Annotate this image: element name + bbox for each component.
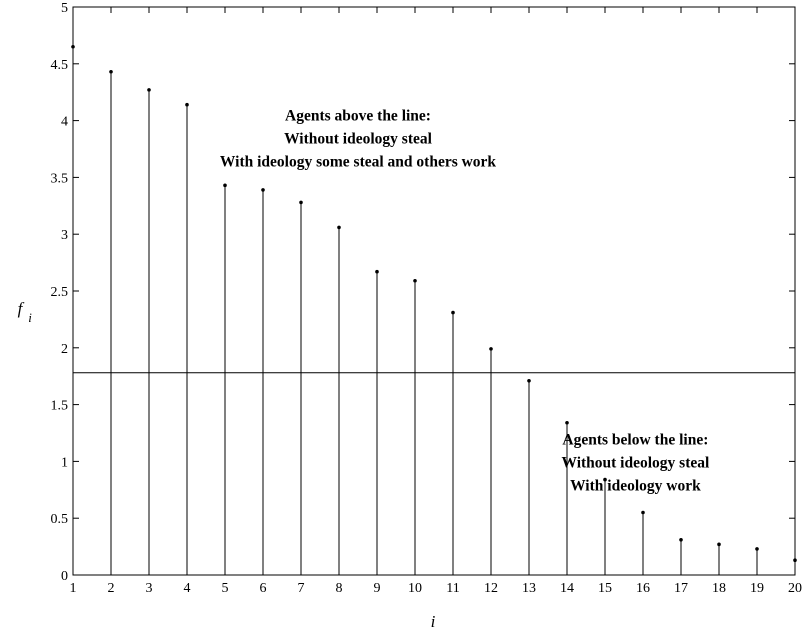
stem-marker [451,310,455,315]
stem-marker [299,200,303,205]
annotation-line: Without ideology steal [284,131,433,148]
x-tick-label: 12 [484,581,498,596]
y-tick-label: 1.5 [51,399,69,414]
x-tick-label: 10 [408,581,422,596]
y-tick-label: 2.5 [51,285,69,300]
x-axis-label: i [431,612,436,631]
annotation-line: Agents above the line: [285,108,431,125]
stem-marker [375,269,379,274]
annotation-line: With ideology work [570,477,701,494]
stem-marker [793,558,797,563]
stem-marker [185,102,189,107]
stem-marker [261,188,265,192]
x-tick-label: 9 [374,581,381,596]
y-tick-label: 1 [61,455,68,470]
x-tick-label: 18 [712,581,726,596]
annotation-line: Agents below the line: [562,431,708,448]
y-tick-label: 4.5 [51,58,69,73]
y-tick-label: 5 [61,1,68,16]
stem-marker [565,420,569,425]
y-axis-label-subscript: i [28,310,32,325]
stem-marker [337,225,341,230]
x-tick-label: 19 [750,581,764,596]
stem-marker [71,44,75,49]
annotation-line: With ideology some steal and others work [220,154,497,171]
x-tick-label: 8 [336,581,343,596]
stem-marker [413,278,417,283]
stem-marker [641,510,645,515]
x-tick-label: 13 [522,581,536,596]
stem-marker [717,542,721,547]
y-tick-label: 0 [61,569,68,584]
x-tick-label: 17 [674,581,688,596]
y-tick-label: 0.5 [51,512,69,527]
x-tick-label: 5 [222,581,229,596]
x-tick-label: 20 [788,581,802,596]
x-tick-label: 11 [446,581,459,596]
stem-marker [147,88,151,92]
x-tick-label: 7 [298,581,305,596]
x-tick-label: 6 [260,581,267,596]
x-tick-label: 4 [184,581,191,596]
x-tick-label: 2 [108,581,115,596]
stem-marker [527,378,531,383]
stem-marker [603,477,607,482]
y-axis-label: f [18,299,25,318]
annotations: Agents above the line: Without ideology s… [220,108,710,495]
x-tick-label: 15 [598,581,612,596]
annotation-line: Without ideology steal [561,454,710,471]
stem-marker [223,183,227,188]
y-tick-label: 3.5 [51,171,69,186]
x-tick-label: 14 [560,581,574,596]
x-tick-label: 16 [636,581,650,596]
x-tick-label: 1 [70,581,77,596]
stem-marker [109,69,113,74]
data-series [71,44,797,575]
y-axis: 0 0.5 1 1.5 2 2.5 3 3.5 4 4.5 5 [51,1,795,584]
stem-marker [755,547,759,551]
x-tick-label: 3 [146,581,153,596]
y-tick-label: 2 [61,342,68,357]
stem-marker [489,347,493,351]
stem-marker [679,537,683,542]
y-tick-label: 3 [61,228,68,243]
y-tick-label: 4 [61,115,68,130]
x-axis: 1 2 3 4 5 6 7 8 9 10 11 12 13 14 15 16 17 18 19 20 [70,7,802,596]
